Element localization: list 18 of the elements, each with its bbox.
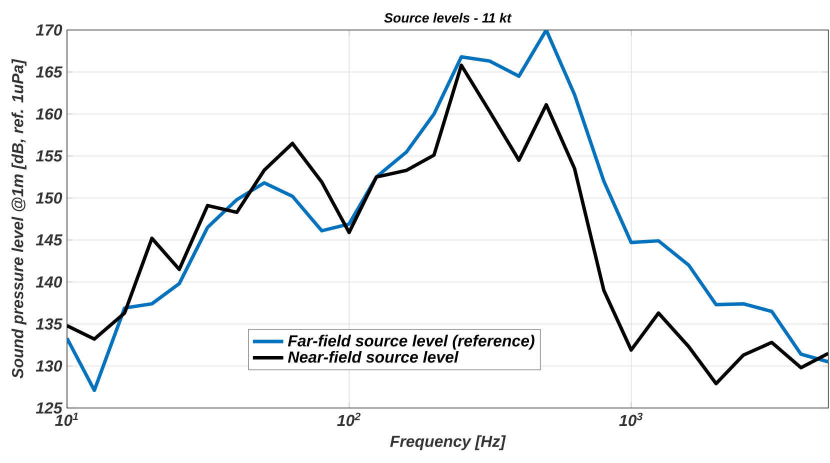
y-tick-label: 130 xyxy=(36,360,62,372)
chart-title: Source levels - 11 kt xyxy=(384,12,512,23)
y-tick-label: 145 xyxy=(36,234,62,246)
y-tick-label: 150 xyxy=(36,192,62,204)
legend-label: Near-field source level xyxy=(288,351,459,363)
x-tick-label: 10$^{2}$ xyxy=(337,412,361,426)
y-tick-label: 125 xyxy=(36,402,62,414)
y-tick-label: 170 xyxy=(36,24,62,36)
x-tick-label: 10$^{3}$ xyxy=(619,412,643,426)
y-axis-title: Sound pressure level @1m [dB, ref. 1uPa] xyxy=(12,58,26,378)
y-tick-label: 155 xyxy=(36,150,62,162)
x-axis-title: Frequency [Hz] xyxy=(390,435,506,450)
legend-label: Far-field source level (reference) xyxy=(288,334,534,350)
y-tick-label: 140 xyxy=(36,276,62,288)
y-tick-label: 160 xyxy=(36,108,62,120)
x-tick-label: 10$^{1}$ xyxy=(55,412,78,426)
y-tick-label: 165 xyxy=(36,66,62,78)
y-tick-label: 135 xyxy=(36,318,62,330)
